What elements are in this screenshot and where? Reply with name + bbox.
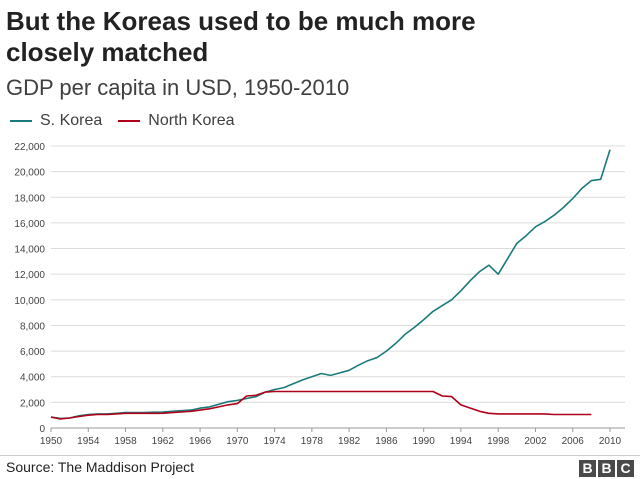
y-tick-label: 10,000 (14, 296, 45, 307)
x-tick-label: 1958 (114, 436, 137, 447)
bbc-logo-letter: B (598, 460, 615, 477)
x-tick-label: 1966 (189, 436, 212, 447)
y-tick-label: 6,000 (20, 347, 45, 358)
x-tick-label: 1974 (263, 436, 286, 447)
bbc-logo-letter: C (617, 460, 634, 477)
bbc-logo-letter: B (579, 460, 596, 477)
y-tick-label: 16,000 (14, 219, 45, 230)
x-tick-label: 1978 (301, 436, 324, 447)
y-tick-label: 22,000 (14, 142, 45, 153)
legend-item-s-korea: S. Korea (10, 112, 102, 130)
legend-swatch-north-korea (118, 120, 141, 122)
y-tick-label: 14,000 (14, 245, 45, 256)
x-tick-label: 2002 (524, 436, 547, 447)
legend-swatch-s-korea (10, 120, 32, 122)
x-tick-label: 2010 (599, 436, 622, 447)
chart-gridlines (51, 145, 625, 429)
y-tick-label: 2,000 (20, 398, 45, 409)
series-line-s-korea (50, 149, 611, 420)
y-tick-label: 8,000 (20, 321, 45, 332)
series-line-north-korea (50, 390, 592, 420)
y-axis-ticks: 0 2,000 4,000 6,000 8,000 10,000 12,000 14,000 1… (14, 142, 45, 435)
legend-item-north-korea: North Korea (118, 112, 235, 130)
bbc-logo: B B C (577, 460, 634, 477)
x-tick-label: 1950 (40, 436, 63, 447)
x-tick-label: 2006 (562, 436, 585, 447)
legend-label-north-korea: North Korea (148, 112, 235, 129)
chart-series (50, 149, 611, 420)
y-tick-label: 4,000 (20, 373, 45, 384)
legend-label-s-korea: S. Korea (40, 112, 103, 129)
x-axis-ticks: 1950 1954 1958 1962 1966 1970 1974 1978 1982 1986… (40, 428, 622, 447)
x-tick-label: 1970 (226, 436, 249, 447)
x-tick-label: 1994 (450, 436, 473, 447)
x-tick-label: 1990 (413, 436, 436, 447)
chart-legend: S. Korea North Korea (10, 112, 251, 130)
chart-title: But the Koreas used to be much more clos… (6, 6, 476, 67)
x-tick-label: 1962 (152, 436, 175, 447)
source-note: Source: The Maddison Project (6, 459, 195, 475)
footer-divider (0, 455, 640, 456)
y-tick-label: 0 (39, 424, 45, 435)
y-tick-label: 12,000 (14, 270, 45, 281)
x-tick-label: 1998 (487, 436, 510, 447)
chart-subtitle: GDP per capita in USD, 1950-2010 (6, 75, 350, 100)
x-tick-label: 1954 (77, 436, 100, 447)
line-chart: 0 2,000 4,000 6,000 8,000 10,000 12,000 14,000 1… (14, 142, 625, 447)
y-tick-label: 18,000 (14, 193, 45, 204)
x-tick-label: 1986 (375, 436, 398, 447)
x-tick-label: 1982 (338, 436, 361, 447)
y-tick-label: 20,000 (14, 168, 45, 179)
